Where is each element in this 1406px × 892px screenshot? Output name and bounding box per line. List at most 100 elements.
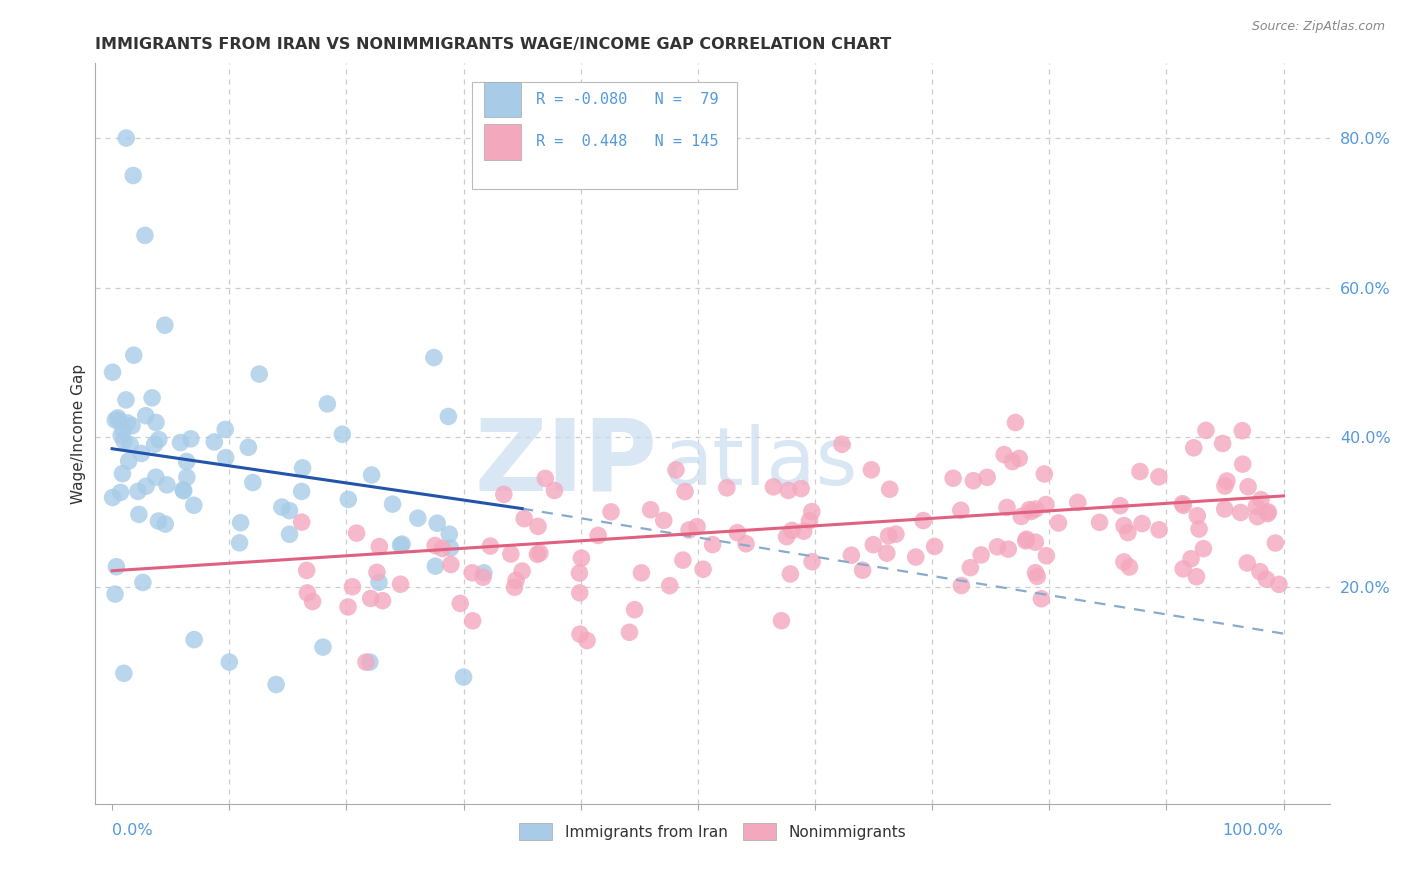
Point	[831, 437, 853, 451]
Point	[665, 463, 688, 477]
Point	[229, 516, 252, 530]
Point	[359, 655, 381, 669]
Point	[997, 542, 1019, 557]
Text: R = -0.080   N =  79: R = -0.080 N = 79	[536, 92, 718, 107]
Point	[423, 351, 446, 365]
Point	[247, 367, 270, 381]
Point	[183, 632, 205, 647]
Point	[686, 519, 709, 533]
Point	[1024, 535, 1046, 549]
Point	[995, 500, 1018, 515]
Point	[127, 484, 149, 499]
Point	[453, 670, 475, 684]
Point	[214, 450, 236, 465]
Point	[949, 503, 972, 517]
Point	[702, 538, 724, 552]
Point	[1026, 569, 1049, 583]
Point	[1112, 518, 1135, 533]
Point	[101, 491, 124, 505]
Point	[270, 500, 292, 514]
Point	[360, 468, 382, 483]
Point	[904, 550, 927, 565]
Point	[360, 591, 382, 606]
Point	[118, 454, 141, 468]
Point	[1246, 500, 1268, 514]
Point	[725, 525, 748, 540]
Point	[678, 523, 700, 537]
Point	[568, 566, 591, 580]
Point	[1033, 467, 1056, 481]
Point	[793, 524, 815, 538]
Point	[1192, 541, 1215, 556]
Point	[176, 470, 198, 484]
Text: R =  0.448   N = 145: R = 0.448 N = 145	[536, 135, 718, 149]
Point	[115, 392, 138, 407]
Point	[148, 433, 170, 447]
Point	[183, 498, 205, 512]
Point	[716, 481, 738, 495]
Point	[779, 566, 801, 581]
Point	[1236, 556, 1258, 570]
Point	[1250, 492, 1272, 507]
Point	[176, 454, 198, 468]
Point	[1116, 525, 1139, 540]
Point	[571, 551, 593, 566]
Bar	[484, 82, 522, 117]
Point	[301, 594, 323, 608]
Point	[432, 541, 454, 556]
Point	[107, 413, 129, 427]
Point	[1015, 533, 1038, 547]
Point	[993, 448, 1015, 462]
Point	[529, 546, 551, 560]
Point	[1109, 499, 1132, 513]
Point	[472, 570, 495, 584]
Point	[876, 546, 898, 560]
Point	[513, 511, 536, 525]
Point	[291, 515, 314, 529]
Point	[652, 513, 675, 527]
Point	[337, 599, 360, 614]
Point	[425, 559, 447, 574]
Point	[1213, 502, 1236, 516]
Point	[238, 440, 260, 454]
Point	[439, 527, 461, 541]
Bar	[484, 124, 522, 160]
Point	[346, 526, 368, 541]
Text: 100.0%: 100.0%	[1223, 823, 1284, 838]
Point	[316, 397, 339, 411]
Point	[1256, 572, 1278, 586]
Point	[1195, 424, 1218, 438]
Point	[381, 497, 404, 511]
Point	[148, 514, 170, 528]
Point	[1213, 479, 1236, 493]
Point	[111, 467, 134, 481]
Point	[1024, 566, 1046, 580]
Point	[492, 487, 515, 501]
Point	[291, 484, 314, 499]
Point	[799, 514, 821, 528]
Point	[770, 614, 793, 628]
Point	[1031, 591, 1053, 606]
Point	[505, 574, 527, 588]
Point	[1268, 577, 1291, 591]
Point	[121, 418, 143, 433]
Point	[449, 596, 471, 610]
Point	[673, 484, 696, 499]
Point	[1019, 504, 1042, 518]
Point	[1229, 506, 1251, 520]
Point	[297, 586, 319, 600]
Point	[141, 391, 163, 405]
Point	[1004, 416, 1026, 430]
Point	[145, 470, 167, 484]
Point	[841, 548, 863, 562]
Point	[132, 575, 155, 590]
Point	[472, 566, 495, 580]
Point	[134, 228, 156, 243]
Point	[354, 655, 377, 669]
Point	[526, 547, 548, 561]
Point	[143, 437, 166, 451]
Point	[461, 566, 484, 580]
Point	[115, 131, 138, 145]
Point	[439, 541, 461, 555]
Point	[780, 524, 803, 538]
